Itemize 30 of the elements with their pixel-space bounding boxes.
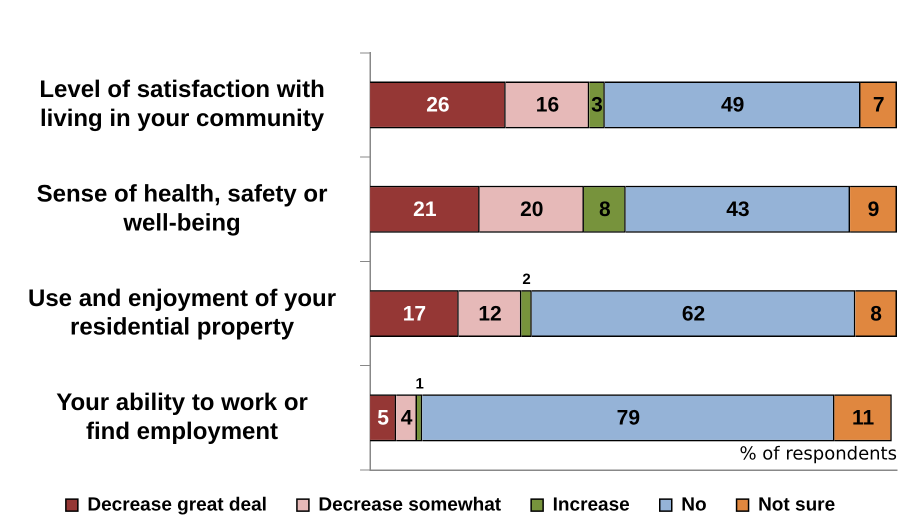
y-tick-label: Sense of health, safety or well-being	[36, 180, 328, 236]
legend-label: Decrease great deal	[87, 494, 267, 516]
data-label: 2	[522, 271, 531, 288]
data-label: 9	[868, 198, 880, 222]
legend-label: No	[681, 494, 707, 516]
data-label: 11	[852, 406, 875, 430]
legend-label: Decrease somewhat	[318, 494, 502, 516]
data-label: 16	[536, 94, 560, 117]
data-label: 26	[426, 94, 450, 117]
data-label: 43	[726, 198, 750, 222]
x-axis-title: % of respondents	[739, 443, 897, 464]
y-tick-label: Level of satisfaction with living in your community	[39, 76, 325, 132]
data-label: 5	[377, 406, 390, 430]
data-label: 8	[598, 198, 611, 222]
data-label: 4	[400, 406, 413, 430]
legend-label: Not sure	[758, 494, 836, 516]
data-label: 1	[415, 376, 424, 393]
data-label: 49	[720, 94, 744, 117]
data-label: 7	[872, 94, 885, 117]
data-label: 79	[616, 406, 640, 430]
data-label: 21	[413, 198, 437, 222]
data-label: 3	[591, 94, 603, 117]
data-label: 8	[870, 302, 882, 326]
data-label: 62	[682, 302, 706, 326]
y-tick-label: Use and enjoyment of your residential property	[28, 284, 336, 341]
data-label: 17	[402, 302, 426, 326]
y-tick-label: Your ability to work or find employment	[56, 389, 308, 445]
data-label: 20	[520, 198, 544, 222]
legend-label: Increase	[552, 494, 630, 516]
data-label: 12	[478, 302, 502, 326]
